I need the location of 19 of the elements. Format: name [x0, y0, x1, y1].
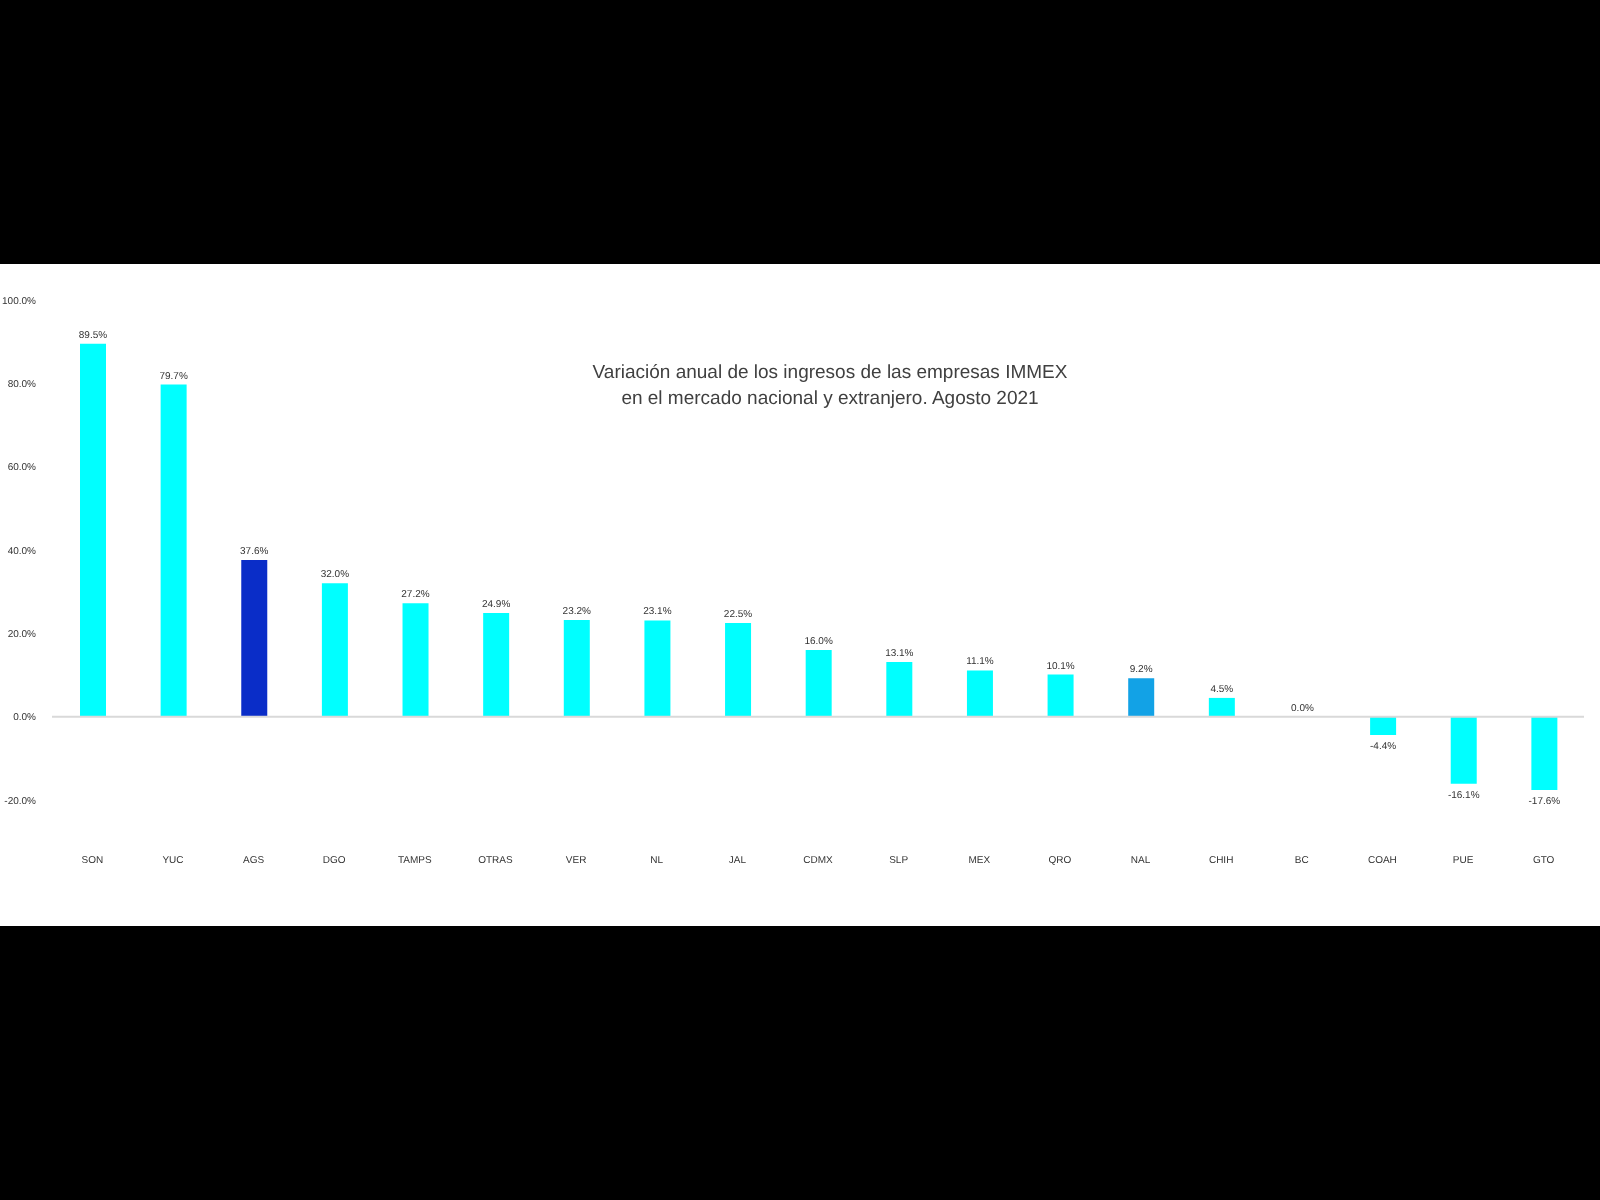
- bar: [644, 620, 671, 717]
- bar: [1450, 716, 1477, 784]
- bar: [886, 662, 913, 717]
- bar: [160, 384, 187, 717]
- bar: [241, 560, 268, 717]
- bar: [563, 620, 590, 717]
- bar: [321, 583, 348, 717]
- bar: [966, 670, 993, 717]
- bar: [1370, 716, 1397, 735]
- bar: [483, 612, 510, 717]
- bar: [1047, 674, 1074, 717]
- bar: [805, 650, 832, 717]
- bar: [80, 343, 106, 717]
- text: Variación anual de los ingresos de las empresas IMMEX en el mercado nacional y extranjero. Agosto 2021: [592, 360, 1068, 412]
- bar: [1128, 678, 1155, 717]
- bar: [725, 622, 752, 717]
- bar: [1208, 697, 1235, 717]
- bar: [402, 603, 429, 717]
- bar: [1531, 716, 1558, 790]
